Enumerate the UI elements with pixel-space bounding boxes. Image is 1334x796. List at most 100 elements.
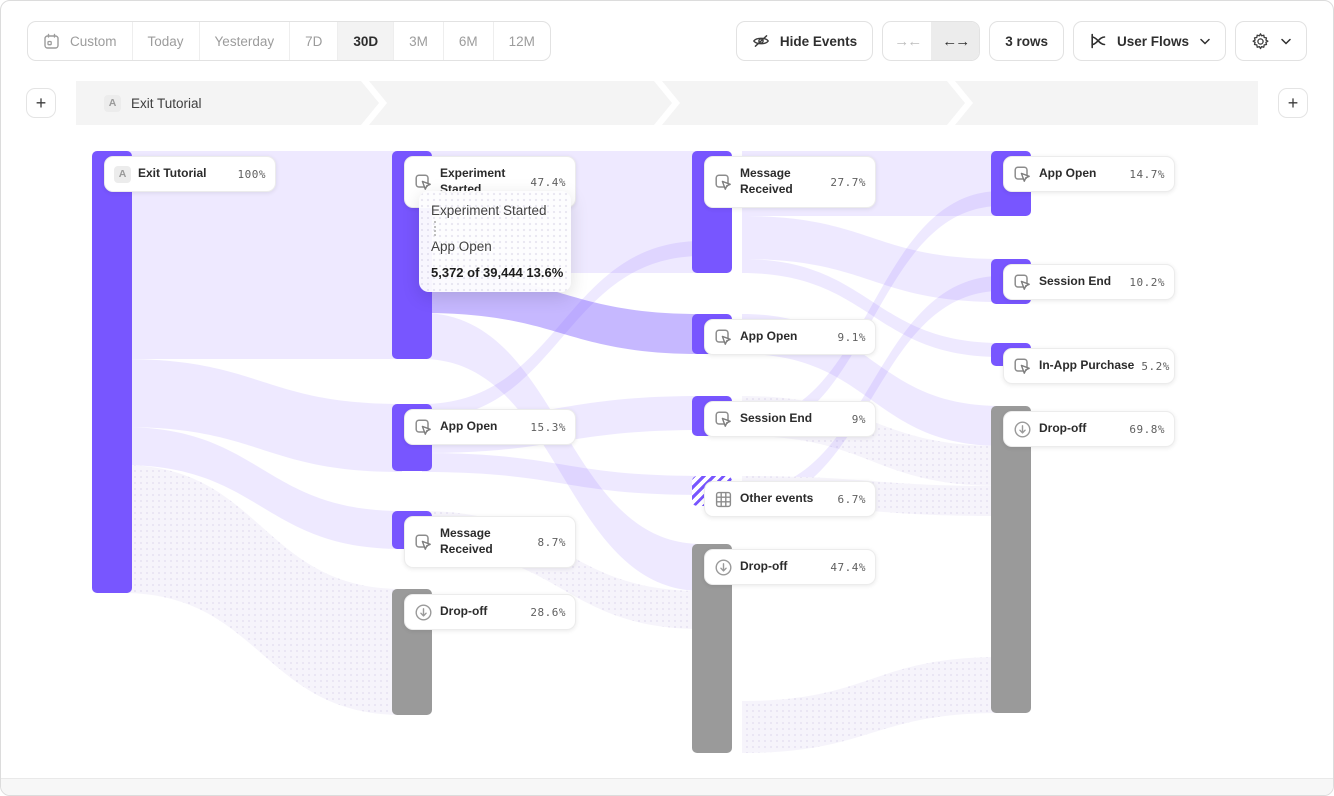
node-card-app-open[interactable]: App Open 14.7% — [1003, 156, 1175, 192]
node-card-drop-off[interactable]: Drop-off 28.6% — [404, 594, 576, 630]
date-range-custom[interactable]: Custom — [28, 22, 132, 60]
flow-ribbon — [422, 313, 702, 591]
node-card-exit-tutorial[interactable]: A Exit Tutorial 100% — [104, 156, 276, 192]
node-label: Drop-off — [740, 559, 788, 574]
node-label: App Open — [1039, 166, 1097, 181]
date-range-label: Today — [147, 33, 184, 49]
date-range-7d[interactable]: 7D — [289, 22, 337, 60]
arrow-down-circle-icon — [1013, 420, 1032, 439]
sankey-bar-drop-off[interactable] — [991, 406, 1031, 713]
toolbar-right: Hide Events →← ←→ 3 rows User Flows — [735, 21, 1307, 61]
hide-events-button[interactable]: Hide Events — [735, 21, 874, 61]
node-label: Session End — [740, 411, 813, 426]
node-percentage: 8.7% — [537, 535, 566, 549]
add-step-right-button[interactable]: + — [1278, 88, 1308, 118]
node-percentage: 6.7% — [837, 492, 866, 506]
date-range-label: 7D — [305, 33, 323, 49]
view-label: User Flows — [1116, 33, 1189, 49]
sankey-bar-exit-tutorial[interactable] — [92, 151, 132, 593]
date-range-label: 3M — [409, 33, 428, 49]
node-percentage: 5.2% — [1141, 359, 1170, 373]
collapse-columns-button[interactable]: →← — [894, 32, 922, 50]
step-segment-3[interactable] — [662, 81, 965, 125]
step-segment-2[interactable] — [369, 81, 672, 125]
arrow-down-circle-icon — [714, 558, 733, 577]
date-range-label: Custom — [70, 33, 117, 49]
steps-bar: A Exit Tutorial — [76, 81, 1258, 125]
node-card-in-app-purchase[interactable]: In-App Purchase 5.2% — [1003, 348, 1175, 384]
chevron-down-icon — [1281, 38, 1291, 45]
node-label: App Open — [440, 419, 498, 434]
date-range-label: 30D — [353, 33, 379, 49]
node-percentage: 28.6% — [530, 605, 566, 619]
date-range-label: 6M — [458, 33, 478, 49]
rows-button[interactable]: 3 rows — [989, 21, 1064, 61]
node-card-drop-off[interactable]: Drop-off 47.4% — [704, 549, 876, 585]
date-range-yesterday[interactable]: Yesterday — [198, 22, 290, 60]
date-range-3m[interactable]: 3M — [393, 22, 443, 60]
step-badge: A — [114, 165, 131, 183]
node-percentage: 47.4% — [830, 560, 866, 574]
node-card-app-open[interactable]: App Open 15.3% — [404, 409, 576, 445]
node-label: Exit Tutorial — [138, 166, 207, 181]
hide-events-label: Hide Events — [779, 33, 858, 49]
dropoff-flow-ribbon — [742, 657, 1001, 753]
node-label: In-App Purchase — [1039, 358, 1135, 373]
event-icon — [414, 173, 433, 192]
add-step-left-button[interactable]: + — [26, 88, 56, 118]
date-range-today[interactable]: Today — [131, 22, 199, 60]
date-range-30d[interactable]: 30D — [337, 22, 394, 60]
flow-ribbon — [422, 241, 702, 419]
node-percentage: 14.7% — [1129, 167, 1165, 181]
node-card-session-end[interactable]: Session End 10.2% — [1003, 264, 1175, 300]
node-percentage: 10.2% — [1129, 275, 1165, 289]
steps-row: + A Exit Tutorial + — [26, 81, 1308, 125]
settings-button[interactable] — [1235, 21, 1307, 61]
step-segment-1[interactable]: A Exit Tutorial — [76, 81, 379, 125]
dropoff-flow-ribbon — [122, 465, 402, 715]
highlighted-flow-ribbon[interactable] — [422, 273, 702, 354]
flow-tooltip: Experiment Started App Open 5,372 of 39,… — [419, 191, 571, 292]
tooltip-connector — [434, 221, 436, 236]
date-range-6m[interactable]: 6M — [442, 22, 493, 60]
user-flows-icon — [1089, 32, 1108, 50]
expand-columns-button[interactable]: ←→ — [931, 22, 980, 60]
node-card-message-received[interactable]: Message Received 8.7% — [404, 516, 576, 568]
width-toggle-group: →← ←→ — [882, 21, 981, 61]
arrow-down-circle-icon — [414, 603, 433, 622]
flow-ribbon — [122, 359, 402, 472]
node-card-message-received[interactable]: Message Received 27.7% — [704, 156, 876, 208]
node-percentage: 100% — [237, 167, 266, 181]
node-card-app-open[interactable]: App Open 9.1% — [704, 319, 876, 355]
date-range-label: 12M — [508, 33, 535, 49]
event-icon — [714, 328, 733, 347]
tooltip-from-event: Experiment Started — [431, 203, 547, 218]
view-selector-button[interactable]: User Flows — [1072, 21, 1226, 61]
grid-icon — [714, 490, 733, 509]
event-icon — [714, 173, 733, 192]
node-percentage: 9.1% — [837, 330, 866, 344]
node-card-drop-off[interactable]: Drop-off 69.8% — [1003, 411, 1175, 447]
step-label: Exit Tutorial — [131, 95, 202, 111]
gear-icon — [1251, 32, 1270, 51]
flow-ribbon — [122, 151, 402, 359]
event-icon — [714, 410, 733, 429]
event-icon — [414, 418, 433, 437]
node-label: Session End — [1039, 274, 1112, 289]
tooltip-detail: 5,372 of 39,444 13.6% — [431, 265, 564, 280]
node-label: Message Received — [740, 166, 793, 196]
date-range-12m[interactable]: 12M — [492, 22, 550, 60]
node-percentage: 27.7% — [830, 175, 866, 189]
node-percentage: 47.4% — [530, 175, 566, 189]
eye-off-icon — [752, 32, 771, 50]
flow-ribbon — [742, 259, 1001, 357]
node-card-other-events[interactable]: Other events 6.7% — [704, 481, 876, 517]
calendar-icon — [43, 33, 62, 50]
flow-ribbon — [122, 427, 402, 549]
date-range-label: Yesterday — [214, 33, 275, 49]
node-card-session-end[interactable]: Session End 9% — [704, 401, 876, 437]
step-segment-4[interactable] — [955, 81, 1258, 125]
toolbar: Custom Today Yesterday 7D 30D 3M 6M 12M Hide Ev… — [27, 21, 1307, 61]
flow-ribbon — [742, 216, 1001, 302]
flow-ribbon — [742, 191, 1001, 436]
